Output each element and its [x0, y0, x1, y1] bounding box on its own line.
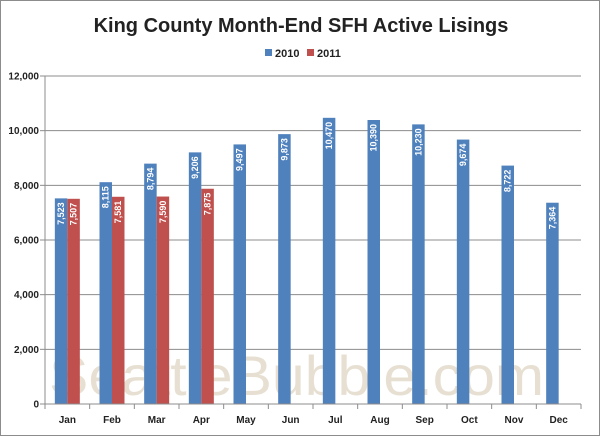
bar-2010-sep: [412, 124, 425, 404]
legend-label-2011: 2011: [317, 48, 341, 60]
y-axis-ticks: 0 2,000 4,000 6,000 8,000 10,000 12,000: [8, 72, 45, 411]
y-tick-label: 8,000: [14, 181, 39, 192]
x-tick-label: Apr: [193, 415, 210, 426]
y-tick-label: 12,000: [8, 72, 39, 83]
data-label: 7,523: [56, 202, 66, 225]
data-label: 7,581: [113, 201, 123, 224]
y-tick-label: 10,000: [8, 126, 39, 137]
y-tick-label: 6,000: [14, 236, 39, 247]
gridlines: [45, 75, 581, 350]
data-label: 9,497: [235, 148, 245, 171]
y-tick-label: 2,000: [14, 345, 39, 356]
data-label: 8,115: [101, 186, 111, 208]
y-tick-label: 0: [33, 400, 39, 411]
x-tick-label: Feb: [103, 415, 121, 426]
x-tick-label: Mar: [148, 415, 166, 426]
x-tick-label: Sep: [415, 415, 433, 426]
data-label: 10,230: [413, 128, 423, 156]
chart-title: King County Month-End SFH Active Lisings: [94, 15, 509, 37]
bar-2010-mar: [144, 163, 157, 404]
legend: 2010 2011: [265, 48, 341, 60]
bar-2010-jul: [322, 117, 336, 404]
bar-2010-nov: [501, 165, 514, 404]
x-tick-label: Oct: [461, 415, 478, 426]
bar-2010-feb: [99, 182, 112, 404]
data-label: 7,590: [158, 201, 168, 224]
y-tick-label: 4,000: [14, 290, 39, 301]
legend-label-2010: 2010: [275, 48, 299, 60]
x-tick-label: May: [236, 415, 256, 426]
data-label: 10,390: [369, 124, 379, 152]
bar-2011-apr: [201, 188, 214, 404]
bar-2010-dec: [546, 202, 559, 404]
bar-2010-apr: [188, 152, 202, 404]
data-label: 9,674: [458, 144, 468, 167]
data-label: 8,722: [503, 170, 513, 193]
x-axis-ticks: Jan Feb Mar Apr May Jun Jul Aug Sep Oct Nov Dec: [44, 404, 582, 426]
data-label: 7,507: [69, 203, 79, 226]
data-label: 7,875: [203, 193, 213, 216]
data-label: 10,470: [324, 122, 334, 150]
data-label: 9,873: [279, 138, 289, 161]
x-tick-label: Aug: [370, 415, 389, 426]
bar-2010-oct: [456, 139, 470, 404]
bar-2011-feb: [112, 196, 125, 404]
x-tick-label: Dec: [549, 415, 568, 426]
x-tick-label: Jul: [328, 415, 343, 426]
data-label: 8,794: [145, 168, 155, 191]
data-label: 9,206: [190, 156, 200, 179]
x-tick-label: Nov: [505, 415, 524, 426]
x-tick-label: Jan: [59, 415, 76, 426]
x-tick-label: Jun: [282, 415, 300, 426]
bar-2010-may: [233, 144, 246, 404]
bar-2010-jan: [54, 198, 68, 404]
legend-swatch-2011: [307, 49, 314, 56]
bar-2011-jan: [67, 198, 80, 404]
bar-2010-jun: [278, 134, 291, 404]
data-label: 7,364: [547, 207, 557, 230]
bar-2011-mar: [156, 196, 170, 404]
legend-swatch-2010: [265, 49, 272, 56]
bar-2010-aug: [367, 120, 380, 405]
